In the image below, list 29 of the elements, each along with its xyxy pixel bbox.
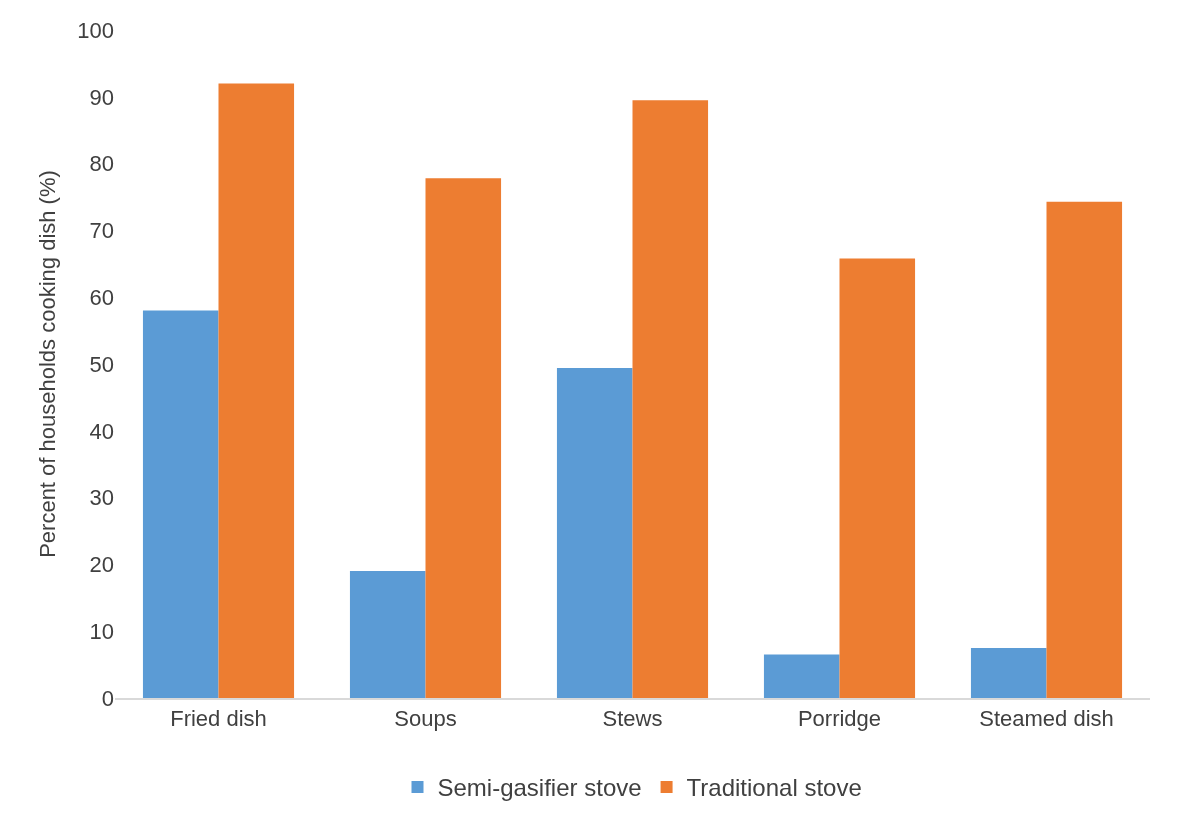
y-tick-label: 20 (89, 552, 114, 578)
bar (763, 654, 840, 698)
y-tick-label: 0 (101, 685, 114, 711)
y-tick-label: 10 (89, 618, 114, 644)
legend-label: Traditional stove (686, 774, 862, 802)
bar (218, 83, 295, 698)
bar (1046, 201, 1123, 698)
y-axis-title: Percent of households cooking dish (%) (35, 170, 61, 558)
x-tick-label: Steamed dish (979, 706, 1114, 732)
y-tick-label: 40 (89, 418, 114, 444)
bar (556, 368, 633, 698)
y-tick-label: 90 (89, 84, 114, 110)
x-tick-label: Soups (394, 706, 457, 732)
y-tick-label: 30 (89, 485, 114, 511)
legend-label: Semi-gasifier stove (437, 774, 642, 802)
bar (142, 310, 219, 698)
x-tick-label: Porridge (797, 706, 882, 732)
bar (632, 100, 709, 698)
bar (349, 571, 426, 698)
x-tick-label: Fried dish (170, 706, 267, 732)
y-tick-label: 100 (77, 17, 114, 43)
y-tick-label: 60 (89, 284, 114, 310)
y-tick-label: 50 (89, 351, 114, 377)
bar (839, 258, 916, 698)
y-tick-label: 70 (89, 218, 114, 244)
bar (970, 647, 1047, 698)
bar (425, 178, 502, 698)
y-tick-label: 80 (89, 151, 114, 177)
x-tick-label: Stews (602, 706, 663, 732)
